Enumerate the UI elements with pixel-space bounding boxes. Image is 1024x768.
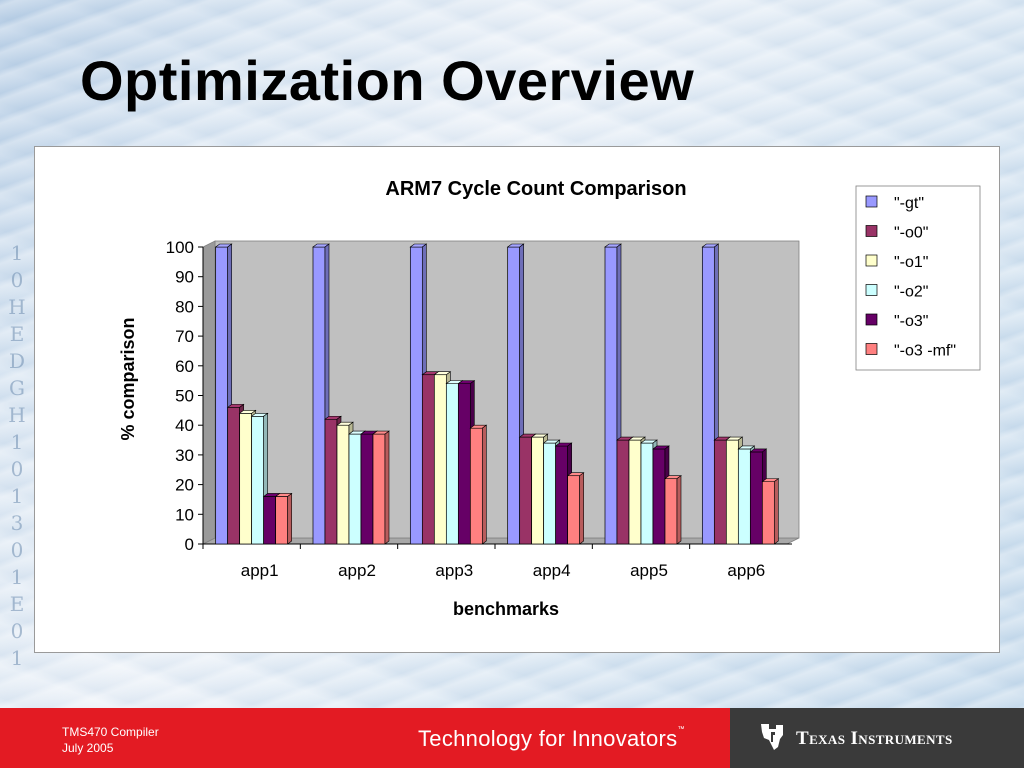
slide-title: Optimization Overview [80, 49, 695, 112]
x-tick-label: app5 [630, 561, 668, 580]
bar [566, 472, 585, 545]
y-tick-label: 100 [166, 238, 194, 257]
bar-front [555, 445, 569, 545]
y-tick-label: 40 [175, 416, 194, 435]
bar-side [384, 430, 390, 545]
bar-front [409, 246, 423, 545]
bar-front [227, 407, 241, 545]
bar [469, 424, 488, 545]
bar-side [774, 478, 779, 545]
bar-front [348, 433, 362, 545]
x-tick-label: app6 [727, 561, 765, 580]
y-tick-label: 70 [175, 327, 194, 346]
legend-label: "-gt" [894, 195, 924, 212]
bar-front [749, 451, 763, 545]
bar-front [275, 496, 289, 545]
y-tick-label: 10 [175, 505, 194, 524]
bar-front [761, 481, 775, 545]
bar-front [336, 424, 350, 545]
bar-front [531, 436, 545, 545]
legend-swatch [865, 225, 878, 237]
bar-front [507, 246, 521, 545]
bar-front [421, 374, 435, 545]
bar-front [737, 448, 751, 545]
bar-side [579, 472, 584, 545]
bar-front [215, 246, 229, 545]
chart-panel: ARM7 Cycle Count Comparison % comparison… [34, 146, 1000, 653]
plot-back-wall [214, 240, 800, 539]
legend-swatch [865, 254, 878, 267]
bar-side [676, 475, 682, 545]
footer-red-band [0, 708, 730, 768]
y-tick-label: 90 [175, 268, 194, 287]
bar [372, 430, 390, 545]
legend-label: "-o2" [894, 284, 928, 301]
legend-swatch [865, 313, 878, 326]
bar-front [251, 415, 265, 545]
plot-area: 0 10 20 30 40 50 60 70 80 90 100 app1 app2 app3 app4 ap… [166, 238, 800, 580]
y-axis-label: % comparison [118, 317, 138, 440]
bar-front [312, 246, 326, 545]
texas-instruments-logo-icon [761, 724, 783, 750]
bar-front [445, 383, 459, 545]
legend-label: "-o3" [894, 313, 928, 330]
bar-front [239, 412, 253, 545]
bar-front [713, 439, 727, 545]
x-tick-label: app3 [435, 561, 473, 580]
bar-front [640, 442, 654, 545]
bar-front [543, 442, 557, 545]
legend-swatch [865, 195, 878, 208]
bar [761, 478, 780, 545]
bar-chart: ARM7 Cycle Count Comparison % comparison… [118, 178, 981, 619]
bar-front [263, 496, 277, 545]
footer-meta: TMS470 Compiler July 2005 [62, 724, 159, 756]
y-tick-label: 20 [175, 476, 194, 495]
legend-label: "-o0" [894, 225, 928, 242]
bar-front [725, 439, 739, 545]
bar-side [482, 424, 487, 545]
bar-front [616, 439, 630, 545]
y-tick-label: 0 [185, 535, 194, 554]
legend: "-gt" "-o0" "-o1" "-o2" "-o3" "-o3 -mf" [855, 185, 981, 371]
legend-label: "-o1" [894, 254, 928, 271]
y-tick-label: 50 [175, 387, 194, 406]
x-tick-label: app1 [241, 561, 279, 580]
bar-front [360, 433, 374, 545]
footer-slogan: Technology for Innovators™ [418, 726, 685, 752]
bar-front [469, 427, 483, 545]
bar-front [457, 383, 471, 545]
bar-side [287, 492, 292, 545]
bar-front [664, 478, 678, 545]
bar [664, 475, 682, 545]
bar-front [652, 448, 666, 545]
y-tick-label: 80 [175, 297, 194, 316]
bar-front [433, 374, 447, 545]
trademark-symbol: ™ [677, 726, 685, 733]
company-name: Texas Instruments [796, 728, 953, 749]
bar-front [324, 418, 338, 545]
bar-front [372, 433, 386, 545]
x-tick-label: app4 [533, 561, 571, 580]
y-tick-label: 60 [175, 357, 194, 376]
bar [274, 492, 293, 545]
footer-slogan-text: Technology for Innovators [418, 726, 678, 751]
footer-date: July 2005 [62, 741, 114, 755]
bar-front [519, 436, 533, 545]
x-axis-label: benchmarks [453, 599, 559, 619]
legend-swatch [865, 343, 878, 355]
chart-title: ARM7 Cycle Count Comparison [385, 178, 686, 200]
footer-course: TMS470 Compiler [62, 725, 159, 739]
legend-box [855, 185, 981, 371]
bar-front [604, 246, 618, 545]
legend-swatch [865, 284, 878, 296]
bar-front [567, 475, 581, 545]
legend-label: "-o3 -mf" [894, 343, 956, 360]
x-tick-label: app2 [338, 561, 376, 580]
y-tick-label: 30 [175, 446, 194, 465]
footer-bar: TMS470 Compiler July 2005 Technology for… [0, 708, 1024, 768]
bar-front [701, 246, 715, 545]
plot-side-wall [202, 240, 216, 545]
bar-front [628, 439, 642, 545]
